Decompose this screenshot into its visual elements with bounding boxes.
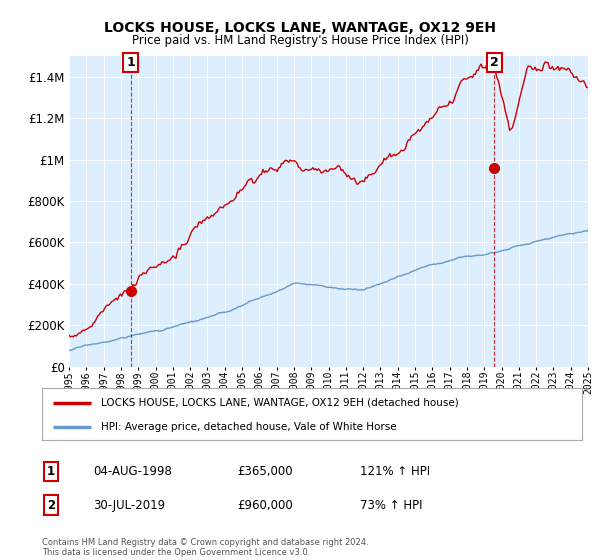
Text: 04-AUG-1998: 04-AUG-1998 [93, 465, 172, 478]
Text: HPI: Average price, detached house, Vale of White Horse: HPI: Average price, detached house, Vale… [101, 422, 397, 432]
Text: 2: 2 [47, 498, 55, 512]
Text: 1: 1 [47, 465, 55, 478]
Text: 73% ↑ HPI: 73% ↑ HPI [360, 498, 422, 512]
Text: £365,000: £365,000 [237, 465, 293, 478]
Text: £960,000: £960,000 [237, 498, 293, 512]
Text: LOCKS HOUSE, LOCKS LANE, WANTAGE, OX12 9EH: LOCKS HOUSE, LOCKS LANE, WANTAGE, OX12 9… [104, 21, 496, 35]
Text: 121% ↑ HPI: 121% ↑ HPI [360, 465, 430, 478]
Text: Price paid vs. HM Land Registry's House Price Index (HPI): Price paid vs. HM Land Registry's House … [131, 34, 469, 46]
Text: 1: 1 [127, 56, 136, 69]
Text: 30-JUL-2019: 30-JUL-2019 [93, 498, 165, 512]
Text: Contains HM Land Registry data © Crown copyright and database right 2024.
This d: Contains HM Land Registry data © Crown c… [42, 538, 368, 557]
Text: LOCKS HOUSE, LOCKS LANE, WANTAGE, OX12 9EH (detached house): LOCKS HOUSE, LOCKS LANE, WANTAGE, OX12 9… [101, 398, 459, 408]
Text: 2: 2 [490, 56, 499, 69]
